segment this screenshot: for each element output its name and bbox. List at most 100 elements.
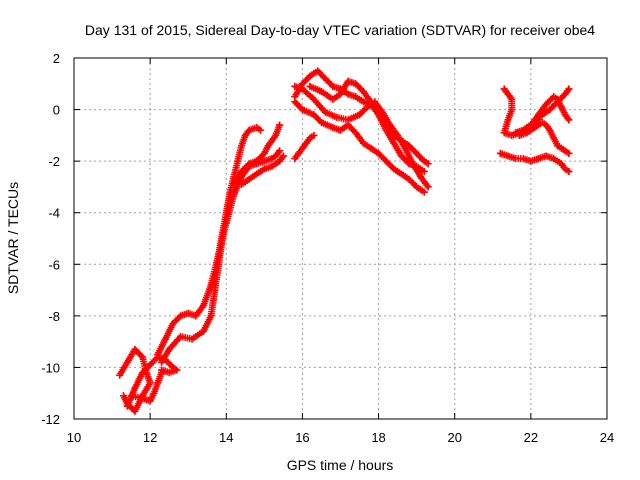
data-point [413,162,421,170]
data-point [344,121,352,129]
data-point [260,165,268,173]
data-point [169,320,177,328]
data-point [272,131,280,139]
data-point [420,167,428,175]
data-point [298,85,306,93]
data-point [565,149,573,157]
data-point [561,165,569,173]
data-point [207,312,215,320]
data-point [367,144,375,152]
data-point [169,363,177,371]
data-point [542,100,550,108]
data-point [329,82,337,90]
data-point [397,170,405,178]
data-point [321,75,329,83]
series-arc-3 [127,369,166,405]
data-point [523,129,531,137]
data-point [154,351,162,359]
series-arc-6 [230,121,284,188]
data-point [386,121,394,129]
data-point [165,369,173,377]
data-point [177,312,185,320]
data-point [504,116,512,124]
data-point [314,67,322,75]
data-point [264,142,272,150]
y-tick-label: -6 [48,257,60,272]
data-point [177,332,185,340]
data-point [173,366,181,374]
data-point [276,147,284,155]
data-point [146,397,154,405]
data-series [116,67,573,415]
data-point [268,155,276,163]
data-point [218,235,226,242]
data-point [515,131,523,139]
data-point [139,353,147,361]
data-point [188,335,196,343]
data-point [116,371,124,379]
data-point [253,170,261,178]
data-point [344,77,352,85]
data-point [550,93,558,101]
data-point [161,335,169,343]
data-point [333,113,341,121]
data-point [413,183,421,191]
data-point [245,126,253,134]
data-point [317,88,325,96]
data-point [158,369,166,377]
data-point [158,358,166,366]
data-point [154,379,162,387]
data-point [276,157,284,165]
data-point [565,167,573,175]
data-point [192,312,200,320]
data-point [416,173,424,181]
data-point [238,180,246,188]
x-tick-labels: 10 12 14 16 18 20 22 24 [67,430,614,445]
data-point [394,131,402,139]
y-tick-label: 2 [53,51,60,66]
data-point [359,139,367,147]
data-point [420,188,428,196]
x-tick-label: 12 [143,430,157,445]
data-point [329,95,337,103]
data-point [352,93,360,101]
data-point [561,111,569,119]
data-point [508,131,516,139]
plus-marker-trace [116,345,154,415]
y-tick-label: -4 [48,206,60,221]
data-point [375,149,383,157]
series-arc-7 [238,152,287,188]
data-point [424,160,432,168]
data-point [512,129,520,137]
data-point [234,157,242,165]
data-point [119,392,127,400]
data-point [550,155,558,163]
data-point [565,85,573,93]
data-point [531,124,539,132]
series-arc-1 [116,345,154,415]
data-point [519,155,527,163]
x-tick-label: 14 [219,430,233,445]
data-point [512,155,520,163]
data-point [306,82,314,90]
data-point [245,175,253,183]
chart-title: Day 131 of 2015, Sidereal Day-to-day VTE… [85,22,595,38]
data-point [241,131,249,139]
grid [74,58,607,419]
y-tick-label: -10 [41,360,60,375]
data-point [500,85,508,93]
data-point [496,149,504,157]
data-point [557,144,565,152]
data-point [542,121,550,129]
data-point [230,180,238,188]
data-point [554,142,562,150]
data-point [508,106,516,114]
data-point [390,165,398,173]
data-point [222,219,230,227]
data-point [146,361,154,369]
data-point [337,126,344,134]
series-arc-11 [291,98,428,196]
data-point [329,124,337,132]
data-point [306,72,314,80]
